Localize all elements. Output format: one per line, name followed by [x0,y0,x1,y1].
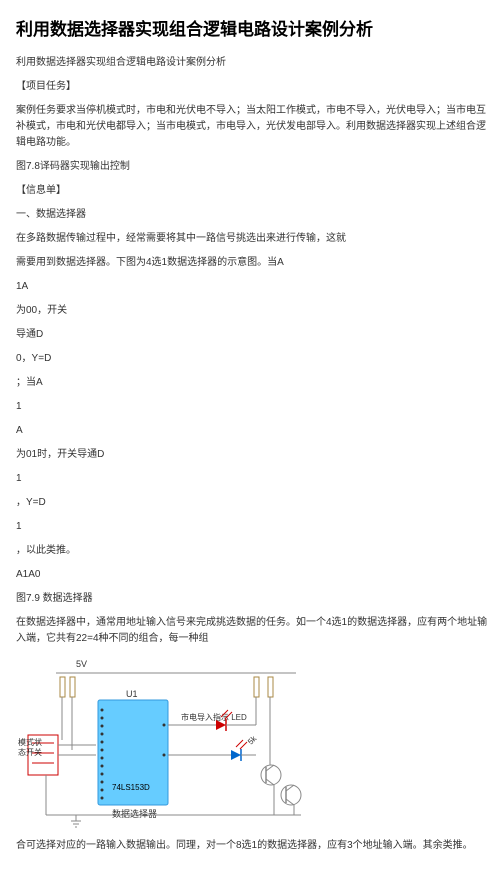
line-3: 0，Y=D [16,351,488,367]
task-label: 【项目任务】 [16,79,488,95]
label-switch-2: 态开关 [18,747,42,757]
line-4: ；当A [16,375,488,391]
line-7: 为01时，开关导通D [16,447,488,463]
label-switch-1: 模式状 [18,737,42,747]
info-label: 【信息单】 [16,183,488,199]
page-title: 利用数据选择器实现组合逻辑电路设计案例分析 [16,16,488,43]
label-5k: 5k [246,734,259,747]
info-p2: 需要用到数据选择器。下图为4选1数据选择器的示意图。当A [16,255,488,271]
info-title: 一、数据选择器 [16,207,488,223]
circuit-diagram: 5V 模式状 态开关 U1 74LS153D 数据选择器 市电导入指示 [16,655,326,830]
task-text: 案例任务要求当停机模式时，市电和光伏电不导入；当太阳工作模式，市电不导入，光伏电… [16,103,488,151]
line-9: ，Y=D [16,495,488,511]
label-chip: 74LS153D [112,783,150,792]
line-0: 1A [16,279,488,295]
label-selector: 数据选择器 [112,808,157,819]
line-13: 图7.9 数据选择器 [16,591,488,607]
line-8: 1 [16,471,488,487]
selector-text: 在数据选择器中，通常用地址输入信号来完成挑选数据的任务。如一个4选1的数据选择器… [16,615,488,647]
line-6: A [16,423,488,439]
label-led: 市电导入指示 LED [181,712,247,722]
line-10: 1 [16,519,488,535]
line-12: A1A0 [16,567,488,583]
line-2: 导通D [16,327,488,343]
label-u1: U1 [126,689,138,699]
line-1: 为00，开关 [16,303,488,319]
end-text: 合可选择对应的一路输入数据输出。同理，对一个8选1的数据选择器，应有3个地址输入… [16,838,488,854]
fig78-caption: 图7.8译码器实现输出控制 [16,159,488,175]
label-5v: 5V [76,659,87,669]
line-5: 1 [16,399,488,415]
line-11: ，以此类推。 [16,543,488,559]
info-p1: 在多路数据传输过程中，经常需要将其中一路信号挑选出来进行传输，这就 [16,231,488,247]
subtitle: 利用数据选择器实现组合逻辑电路设计案例分析 [16,55,488,71]
